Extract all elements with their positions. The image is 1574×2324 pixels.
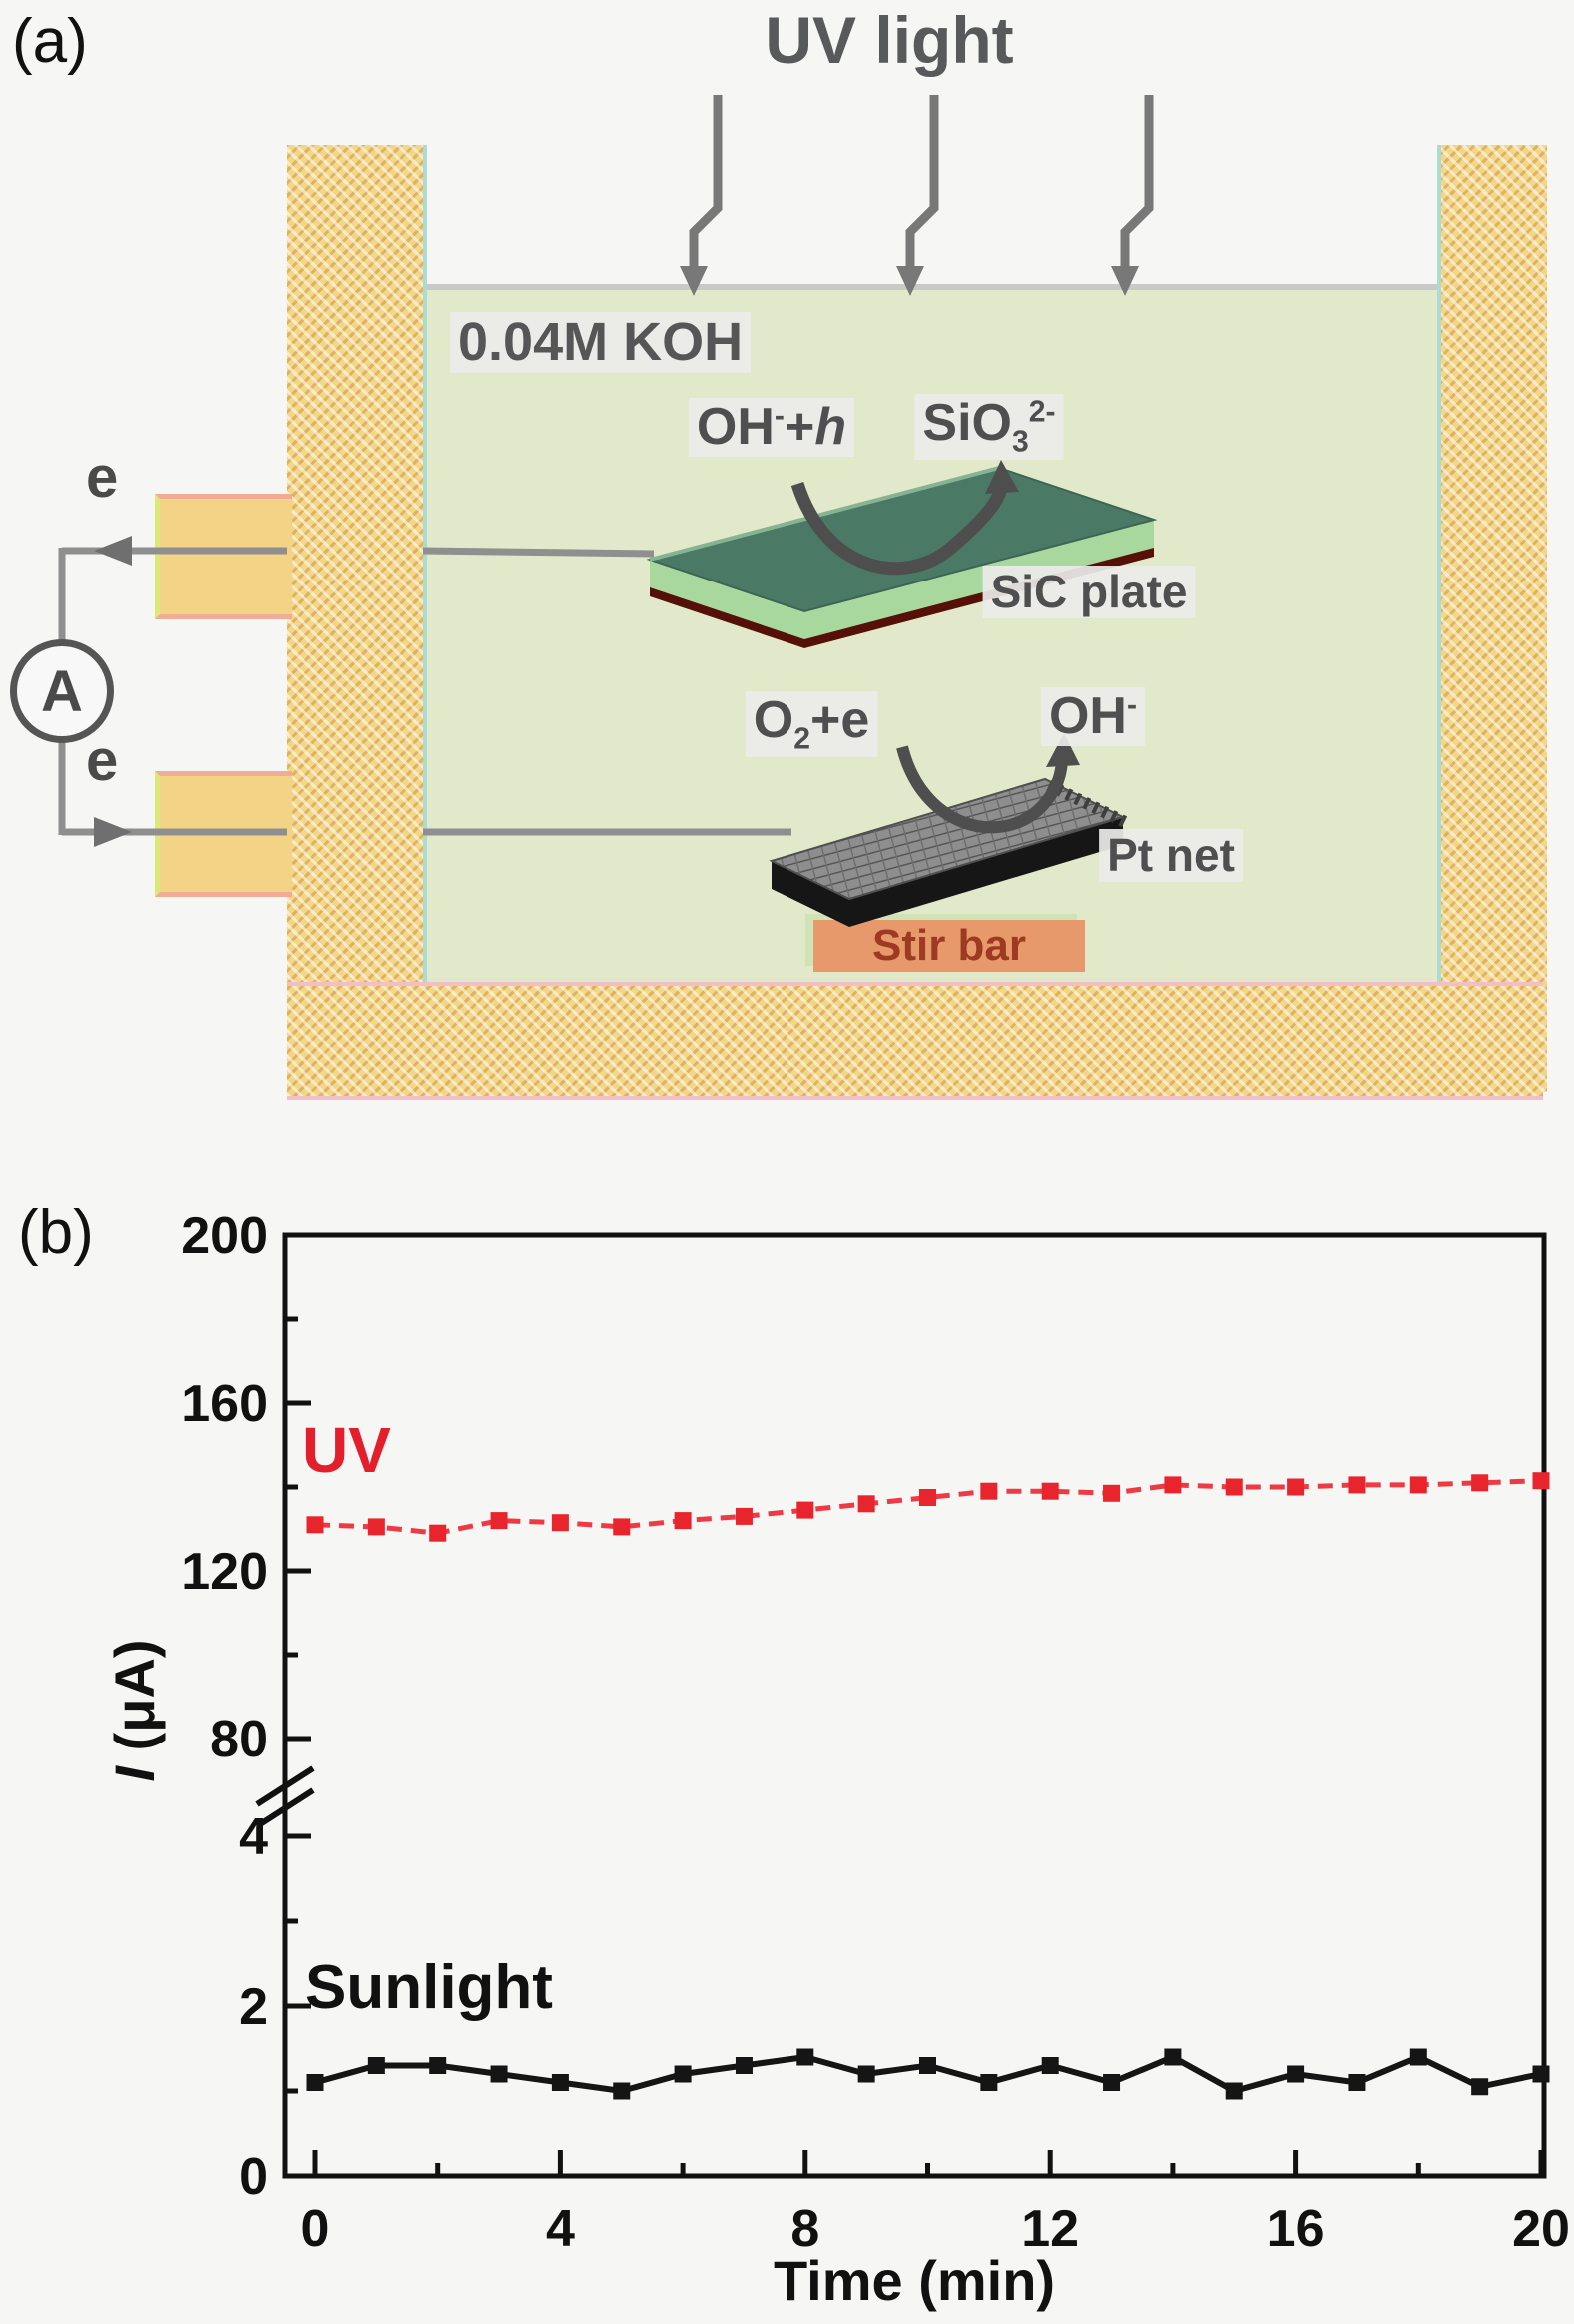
cathode-product-label: OH- xyxy=(1040,687,1146,747)
x-tick-label: 4 xyxy=(546,2200,575,2258)
cathode-reaction-arrow-icon xyxy=(896,733,1080,834)
sunlight-data-point xyxy=(1287,2065,1305,2083)
uv-data-point xyxy=(367,1518,385,1536)
y-tick-label: 0 xyxy=(239,2148,268,2206)
x-tick-label: 8 xyxy=(790,2200,819,2258)
uv-data-point xyxy=(796,1501,814,1519)
sunlight-data-point xyxy=(490,2065,508,2083)
uv-data-point xyxy=(1471,1474,1489,1492)
electron-label-top: e xyxy=(86,445,119,510)
x-tick-label: 0 xyxy=(301,2200,330,2258)
ammeter: A xyxy=(10,639,114,743)
uv-data-point xyxy=(306,1516,324,1534)
uv-data-point xyxy=(980,1482,998,1500)
sunlight-data-point xyxy=(796,2048,814,2066)
sunlight-data-point xyxy=(1532,2065,1550,2083)
y-tick-label: 160 xyxy=(181,1375,268,1433)
vessel-bottom-wall xyxy=(287,982,1543,1100)
electrode-feedthrough-top xyxy=(155,494,292,619)
uv-data-point xyxy=(613,1518,631,1536)
uv-series-label: UV xyxy=(302,1414,391,1486)
axis-break-icon xyxy=(255,1787,315,1829)
uv-data-point xyxy=(1287,1478,1305,1496)
vessel-left-wall xyxy=(287,145,427,1092)
sunlight-data-point xyxy=(980,2074,998,2091)
y-tick-label: 120 xyxy=(181,1543,268,1601)
uv-light-title: UV light xyxy=(765,3,1014,77)
sunlight-data-point xyxy=(1471,2078,1489,2096)
y-tick-label: 2 xyxy=(239,1978,268,2036)
uv-data-point xyxy=(674,1512,692,1530)
koh-concentration-label: 0.04M KOH xyxy=(450,312,752,374)
sunlight-data-point xyxy=(919,2057,936,2074)
ammeter-label: A xyxy=(41,658,83,724)
electron-label-bottom: e xyxy=(86,728,119,793)
uv-data-point xyxy=(429,1524,447,1542)
uv-data-point xyxy=(490,1512,508,1530)
vessel-right-wall xyxy=(1437,145,1547,1092)
uv-series-line xyxy=(314,1478,1542,1536)
uv-data-point xyxy=(1164,1476,1182,1494)
sic-plate-label: SiC plate xyxy=(982,566,1196,618)
sic-plate xyxy=(646,466,1158,648)
uv-data-point xyxy=(1041,1482,1059,1500)
x-tick-label: 20 xyxy=(1512,2200,1570,2258)
anode-reactant-label: OH-+h xyxy=(688,398,855,458)
sunlight-data-point xyxy=(613,2082,631,2100)
uv-ray-icon xyxy=(680,95,1154,296)
sunlight-data-point xyxy=(735,2057,753,2074)
cathode-reactant-label: O2+e xyxy=(745,691,878,757)
uv-data-point xyxy=(857,1495,875,1513)
sunlight-data-point xyxy=(551,2074,569,2091)
sunlight-data-point xyxy=(306,2074,324,2091)
stir-bar-label: Stir bar xyxy=(871,921,1027,970)
x-tick-label: 12 xyxy=(1021,2200,1079,2258)
pt-net-label: Pt net xyxy=(1099,829,1243,882)
stir-bar: Stir bar xyxy=(813,920,1085,972)
y-axis-label: I (μA) xyxy=(103,1639,167,1782)
uv-data-point xyxy=(1409,1476,1427,1494)
axis-break-icon xyxy=(255,1765,315,1807)
electron-arrow-right-icon xyxy=(94,817,132,847)
uv-data-point xyxy=(1225,1478,1243,1496)
sunlight-data-point xyxy=(429,2057,447,2074)
panel-b-label: (b) xyxy=(18,1198,94,1267)
anode-product-label: SiO32- xyxy=(914,394,1064,460)
x-axis-label: Time (min) xyxy=(773,2249,1056,2312)
solution-surface-line xyxy=(427,284,1437,290)
sunlight-data-point xyxy=(1409,2048,1427,2066)
sunlight-data-point xyxy=(367,2057,385,2074)
sunlight-data-point xyxy=(857,2065,875,2083)
panel-a-drawing xyxy=(58,95,1158,927)
panel-a-label: (a) xyxy=(12,7,88,76)
sunlight-data-point xyxy=(1225,2082,1243,2100)
y-tick-label: 80 xyxy=(210,1711,268,1768)
sunlight-data-point xyxy=(1348,2074,1366,2091)
uv-data-point xyxy=(1103,1484,1121,1502)
electron-arrow-left-icon xyxy=(94,536,132,566)
uv-data-point xyxy=(551,1514,569,1532)
x-tick-label: 16 xyxy=(1267,2200,1325,2258)
uv-data-point xyxy=(1532,1472,1550,1490)
plot-frame xyxy=(282,1232,1547,2179)
uv-data-point xyxy=(735,1507,753,1525)
uv-data-point xyxy=(1348,1476,1366,1494)
sunlight-data-point xyxy=(1041,2057,1059,2074)
sunlight-series-label: Sunlight xyxy=(305,1953,553,2022)
sunlight-data-point xyxy=(1164,2048,1182,2066)
y-tick-label: 200 xyxy=(181,1207,268,1265)
sunlight-data-point xyxy=(674,2065,692,2083)
anode-reaction-arrow-icon xyxy=(790,460,1019,576)
sunlight-data-point xyxy=(1103,2074,1121,2091)
y-tick-label: 4 xyxy=(239,1808,268,1866)
uv-data-point xyxy=(919,1489,936,1506)
